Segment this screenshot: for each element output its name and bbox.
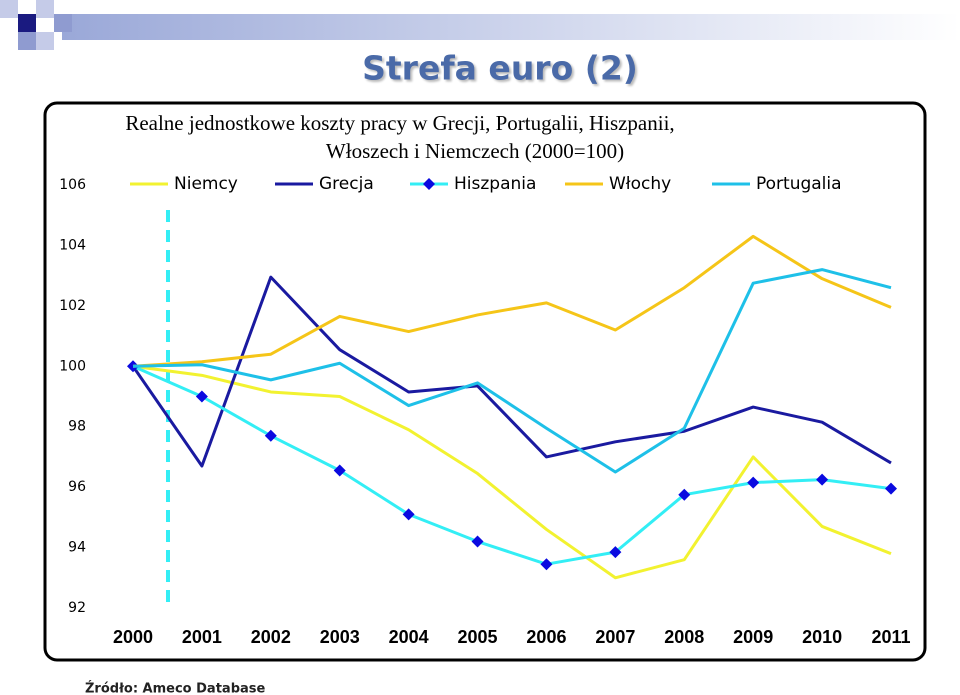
legend-marker: [423, 178, 435, 190]
chart-frame: [43, 101, 927, 662]
point-marker: [678, 488, 691, 501]
corner-decoration: [0, 0, 960, 50]
x-tick-label: 2010: [802, 627, 842, 647]
x-tick-label: 2011: [871, 627, 910, 647]
y-tick-label: 100: [59, 358, 86, 374]
y-tick-label: 106: [59, 177, 86, 193]
series-line: [132, 364, 892, 566]
point-marker: [747, 476, 760, 489]
point-marker: [885, 482, 897, 495]
point-marker: [264, 429, 277, 442]
point-marker: [195, 390, 208, 403]
legend-label: Portugalia: [756, 174, 842, 194]
legend-label: Grecja: [319, 174, 374, 194]
y-tick-label: 98: [68, 419, 86, 435]
y-tick-label: 96: [68, 479, 86, 495]
point-marker: [471, 535, 484, 548]
x-tick-label: 2007: [595, 627, 635, 647]
x-tick-label: 2009: [733, 627, 773, 647]
x-tick-label: 2001: [182, 627, 222, 647]
legend-label: Włochy: [609, 174, 671, 194]
x-tick-label: 2008: [664, 627, 704, 647]
chart-title: Włoszech i Niemczech (2000=100): [326, 139, 624, 163]
source: Źródło: Ameco Database: [85, 681, 266, 695]
slide-title: Strefa euro (2): [362, 49, 638, 88]
chart-title: Realne jednostkowe koszty pracy w Grecji…: [125, 111, 674, 135]
point-marker: [816, 473, 829, 486]
point-marker: [609, 546, 622, 559]
y-tick-label: 102: [59, 298, 86, 314]
x-tick-label: 2003: [320, 627, 360, 647]
x-tick-label: 2000: [113, 627, 153, 647]
series-line: [132, 234, 892, 368]
y-tick-label: 92: [68, 600, 86, 616]
series-line: [131, 275, 892, 468]
point-marker: [333, 464, 346, 477]
legend-label: Hiszpania: [454, 174, 536, 194]
point-marker: [540, 558, 553, 571]
x-tick-label: 2005: [458, 627, 498, 647]
x-tick-label: 2006: [526, 627, 566, 647]
point-marker: [402, 508, 415, 521]
y-tick-label: 104: [59, 237, 86, 253]
series-line: [132, 364, 892, 580]
series-line: [132, 268, 892, 474]
y-tick-label: 94: [68, 540, 86, 556]
x-tick-label: 2004: [389, 627, 429, 647]
legend-label: Niemcy: [174, 174, 238, 194]
x-tick-label: 2002: [251, 627, 291, 647]
